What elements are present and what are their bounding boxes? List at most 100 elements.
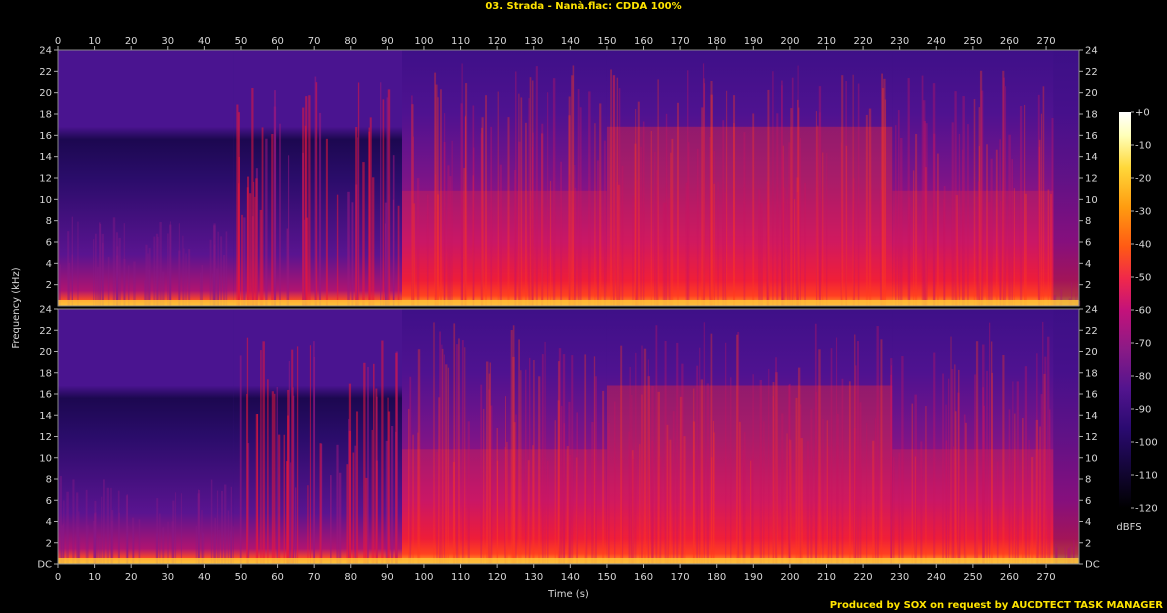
spectral-streak	[458, 338, 460, 564]
spectral-streak	[1039, 426, 1041, 564]
spectral-streak	[201, 510, 203, 564]
spectral-streak	[497, 91, 499, 307]
spectral-streak	[1024, 193, 1027, 306]
spectral-streak	[923, 121, 927, 306]
spectral-streak	[68, 262, 71, 306]
spectral-streak	[1055, 547, 1058, 564]
spectral-streak	[93, 531, 97, 564]
x-tick-label: 260	[1000, 36, 1019, 47]
spectral-streak	[162, 271, 165, 306]
x-tick-label: 20	[125, 572, 138, 583]
spectral-streak	[759, 379, 762, 564]
spectral-streak	[238, 157, 240, 306]
y-tick-label: 8	[1085, 216, 1091, 227]
spectral-streak	[933, 133, 936, 306]
spectral-streak	[804, 182, 806, 306]
section-fade	[1053, 309, 1079, 564]
spectral-streak	[465, 83, 468, 307]
spectral-streak	[464, 347, 466, 564]
spectral-streak	[529, 77, 532, 306]
spectral-streak	[616, 77, 619, 307]
spectral-streak	[667, 440, 669, 564]
spectral-streak	[901, 356, 904, 564]
spectral-streak	[67, 231, 70, 306]
spectral-streak	[101, 233, 104, 306]
spectral-streak	[655, 170, 659, 306]
spectral-streak	[616, 181, 619, 306]
spectral-streak	[355, 127, 358, 306]
y-tick-label: 16	[39, 390, 52, 401]
spectral-streak	[1042, 321, 1044, 564]
spectral-streak	[967, 124, 969, 307]
y-tick-label: 20	[39, 347, 52, 358]
spectral-streak	[840, 142, 842, 306]
y-tick-label: 22	[39, 326, 52, 337]
spectral-streak	[965, 422, 967, 564]
spectral-streak	[336, 194, 339, 306]
spectral-streak	[412, 136, 415, 306]
spectral-streak	[596, 160, 599, 306]
spectral-streak	[610, 69, 612, 306]
spectral-streak	[647, 376, 650, 564]
spectral-streak	[655, 325, 658, 564]
spectral-streak	[830, 348, 833, 564]
spectral-streak	[524, 369, 527, 564]
spectral-streak	[444, 113, 446, 306]
y-tick-label: 22	[1085, 67, 1098, 78]
spectral-streak	[710, 94, 713, 306]
spectral-streak	[743, 132, 746, 306]
spectral-streak	[763, 421, 765, 564]
spectral-streak	[713, 432, 715, 564]
colorbar-tick-label: -10	[1135, 141, 1151, 152]
spectral-streak	[636, 179, 639, 306]
spectral-streak	[480, 133, 483, 306]
spectral-streak	[1008, 409, 1011, 564]
spectral-streak	[201, 532, 205, 564]
chart-title: 03. Strada - Nanà.flac: CDDA 100%	[485, 1, 682, 12]
y-tick-label: 12	[39, 174, 52, 185]
spectral-streak	[621, 459, 624, 564]
spectral-streak	[797, 367, 801, 564]
y-tick-label: 18	[39, 368, 52, 379]
spectral-streak	[1014, 456, 1017, 564]
spectral-streak	[568, 115, 571, 306]
spectral-streak	[1038, 139, 1041, 306]
spectral-streak	[577, 89, 580, 307]
spectral-streak	[1047, 189, 1050, 306]
spectral-streak	[214, 517, 217, 564]
spectral-streak	[852, 74, 854, 306]
spectral-streak	[547, 92, 549, 306]
y-tick-label: 4	[1085, 259, 1091, 270]
spectral-streak	[309, 345, 311, 564]
spectral-streak	[433, 322, 435, 564]
spectral-streak	[1047, 336, 1050, 564]
spectral-streak	[866, 422, 868, 564]
spectral-streak	[175, 492, 177, 564]
spectral-streak	[283, 434, 285, 564]
spectral-streak	[271, 133, 274, 306]
spectral-streak	[687, 142, 690, 306]
spectral-streak	[781, 413, 784, 564]
spectral-streak	[411, 95, 413, 306]
spectral-streak	[368, 131, 371, 306]
spectral-streak	[385, 440, 389, 564]
spectral-streak	[169, 224, 172, 306]
spectral-streak	[314, 76, 317, 306]
spectral-streak	[978, 107, 981, 306]
spectral-streak	[760, 203, 763, 306]
spectral-streak	[659, 456, 662, 564]
spectral-streak	[496, 460, 499, 564]
spectral-streak	[354, 445, 357, 564]
spectral-streak	[198, 489, 200, 564]
spectral-streak	[472, 175, 474, 306]
spectral-streak	[243, 217, 246, 306]
spectral-streak	[123, 223, 125, 306]
y-axis-label: Frequency (kHz)	[11, 267, 22, 348]
spectral-streak	[96, 537, 99, 564]
spectral-streak	[210, 479, 213, 564]
spectral-streak	[924, 167, 927, 306]
x-tick-label: 100	[414, 572, 433, 583]
y-tick-label: 12	[1085, 432, 1098, 443]
spectral-streak	[717, 181, 719, 306]
spectral-streak	[584, 354, 587, 564]
